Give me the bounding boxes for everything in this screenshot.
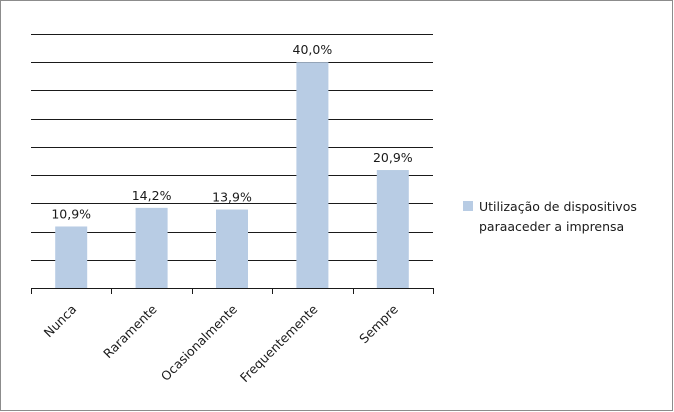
x-tick-label: Nunca [41, 302, 80, 341]
bar-chart: 10,9% Nunca 14,2% Raramente 13,9% Ocasionalme… [31, 34, 434, 385]
data-label: 10,9% [51, 206, 91, 221]
x-tick-label: Raramente [100, 301, 160, 361]
x-tick-label: Sempre [356, 301, 401, 346]
bar-ocasionalmente [216, 209, 248, 288]
bar-frequentemente [296, 62, 329, 288]
x-tick-label: Ocasionalmente [158, 301, 241, 384]
bar-nunca [55, 226, 88, 288]
data-label: 40,0% [293, 42, 333, 57]
data-label: 14,2% [132, 188, 172, 203]
bar-sempre [376, 170, 409, 288]
x-tick-label: Frequentemente [237, 301, 321, 385]
legend-label: Utilização de dispositivos paraaceder a … [479, 197, 637, 237]
bar-raramente [135, 207, 168, 288]
legend-label-line-1: Utilização de dispositivos [479, 199, 637, 214]
data-label: 20,9% [373, 150, 413, 165]
legend: Utilização de dispositivos paraaceder a … [463, 197, 668, 237]
legend-swatch [463, 201, 473, 211]
legend-label-line-2: paraaceder a imprensa [479, 219, 625, 234]
data-label: 13,9% [212, 190, 252, 205]
